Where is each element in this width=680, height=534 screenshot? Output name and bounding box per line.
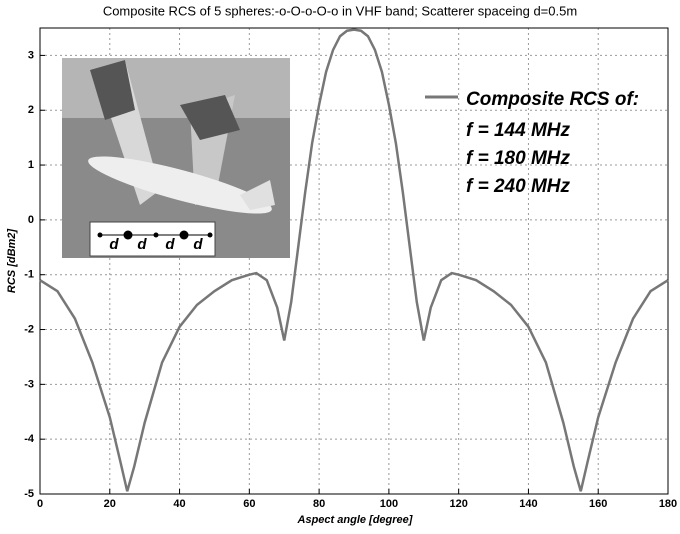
legend-note: f = 240 MHz	[466, 176, 571, 197]
y-tick-label: 3	[28, 49, 34, 61]
y-tick-label: -2	[24, 323, 34, 335]
y-tick-label: -4	[24, 433, 35, 445]
inset-photo	[62, 58, 290, 258]
plot-frame	[39, 27, 669, 495]
y-tick-label: 1	[28, 159, 34, 171]
chart-title: Composite RCS of 5 spheres:-o-O-o-O-o in…	[103, 3, 577, 18]
x-tick-label: 100	[380, 498, 398, 510]
plot-area: -5 -4 -3 -2 -1 0 1 2 3 0 20 40 60 80 100 120 140 160 180	[24, 27, 677, 510]
x-tick-label: 160	[589, 498, 607, 510]
y-tick-label: -1	[24, 269, 34, 281]
inset-label: d	[137, 236, 147, 253]
x-tick-label: 140	[519, 498, 537, 510]
y-axis-label: RCS [dBm2]	[6, 229, 18, 294]
y-tick-label: 0	[28, 214, 34, 226]
x-tick-label: 40	[173, 498, 185, 510]
inset-label: d	[165, 236, 175, 253]
legend-label: Composite RCS of:	[466, 89, 639, 110]
legend-note: f = 144 MHz	[466, 120, 571, 141]
x-tick-label: 180	[659, 498, 677, 510]
x-tick-label: 120	[449, 498, 467, 510]
x-axis-label: Aspect angle [degree]	[297, 514, 413, 526]
legend-note: f = 180 MHz	[466, 148, 571, 169]
data-line	[39, 28, 669, 492]
x-tick-label: 0	[37, 498, 43, 510]
inset-label: d	[193, 236, 203, 253]
y-tick-label: 2	[28, 104, 34, 116]
inset-label: d	[109, 236, 119, 253]
y-tick-label: -3	[24, 378, 34, 390]
x-tick-label: 20	[104, 498, 116, 510]
x-tick-label: 60	[243, 498, 255, 510]
x-tick-label: 80	[313, 498, 325, 510]
legend: Composite RCS of:	[425, 89, 639, 110]
y-tick-label: -5	[24, 488, 34, 500]
